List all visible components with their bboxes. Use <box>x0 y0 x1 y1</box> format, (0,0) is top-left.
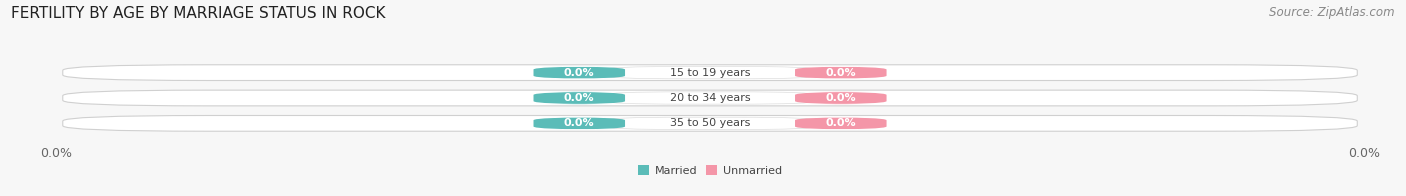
FancyBboxPatch shape <box>794 117 887 130</box>
FancyBboxPatch shape <box>606 117 814 130</box>
FancyBboxPatch shape <box>63 115 1357 131</box>
Text: Source: ZipAtlas.com: Source: ZipAtlas.com <box>1270 6 1395 19</box>
FancyBboxPatch shape <box>606 66 814 79</box>
FancyBboxPatch shape <box>533 117 626 130</box>
FancyBboxPatch shape <box>533 92 626 104</box>
Text: 0.0%: 0.0% <box>825 68 856 78</box>
Text: 15 to 19 years: 15 to 19 years <box>669 68 751 78</box>
Text: 0.0%: 0.0% <box>825 93 856 103</box>
Text: 20 to 34 years: 20 to 34 years <box>669 93 751 103</box>
FancyBboxPatch shape <box>794 92 887 104</box>
FancyBboxPatch shape <box>63 65 1357 81</box>
Legend: Married, Unmarried: Married, Unmarried <box>634 161 786 180</box>
FancyBboxPatch shape <box>606 92 814 104</box>
FancyBboxPatch shape <box>794 66 887 79</box>
Text: 0.0%: 0.0% <box>564 118 595 128</box>
FancyBboxPatch shape <box>63 90 1357 106</box>
FancyBboxPatch shape <box>533 66 626 79</box>
Text: FERTILITY BY AGE BY MARRIAGE STATUS IN ROCK: FERTILITY BY AGE BY MARRIAGE STATUS IN R… <box>11 6 385 21</box>
Text: 0.0%: 0.0% <box>564 93 595 103</box>
Text: 0.0%: 0.0% <box>564 68 595 78</box>
Text: 35 to 50 years: 35 to 50 years <box>669 118 751 128</box>
Text: 0.0%: 0.0% <box>825 118 856 128</box>
